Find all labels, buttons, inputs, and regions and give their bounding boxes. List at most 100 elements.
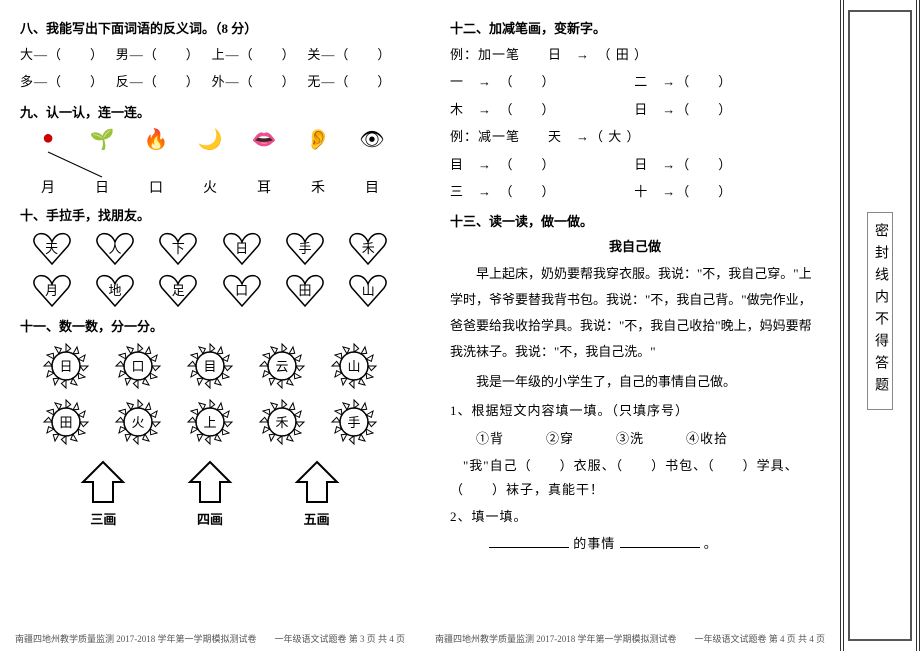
s12-r1: 一 → （ ） 二 →（ ） — [450, 70, 820, 93]
s8-row2: 多—（ ） 反—（ ） 外—（ ） 无—（ ） — [20, 70, 400, 93]
page-container: 八、我能写出下面词语的反义词。（8 分） 大—（ ） 男—（ ） 上—（ ） 关… — [0, 0, 920, 651]
s12-ex1: 例：加一笔 日 → （ 田 ） — [450, 43, 820, 66]
s12-r4b: 十 →（ ） — [634, 184, 732, 199]
blank-label: 的事情 — [573, 536, 615, 551]
s13-q1: 1、根据短文内容填一填。（只填序号） — [450, 399, 820, 422]
s8-row1: 大—（ ） 男—（ ） 上—（ ） 关—（ ） — [20, 43, 400, 66]
binding-sidebar: 密封线内不得答题 — [840, 0, 920, 651]
s9-c6: 目 — [354, 177, 390, 197]
heart-item: 人 — [95, 230, 135, 266]
s12-title: 十二、加减笔画，变新字。 — [450, 18, 820, 37]
fire-icon: 🔥 — [138, 127, 174, 152]
heart-item: 山 — [348, 272, 388, 308]
s11-title: 十一、数一数，分一分。 — [20, 316, 400, 335]
s8-r2-2: 外—（ ） — [212, 74, 290, 89]
s9-chars: 月 日 口 火 耳 禾 目 — [30, 177, 390, 197]
passage-p2: 我是一年级的小学生了，自己的事情自己做。 — [450, 369, 820, 395]
heart-item: 地 — [95, 272, 135, 308]
sun-item: 田 — [41, 397, 91, 447]
sun-item: 禾 — [257, 397, 307, 447]
heart-item: 禾 — [348, 230, 388, 266]
s10-title: 十、手拉手，找朋友。 — [20, 205, 400, 224]
s8-r2-3: 无—（ ） — [307, 74, 391, 89]
s12-r4: 三 → （ ） 十 →（ ） — [450, 180, 820, 203]
s13-fill: "我"自己（ ）衣服、（ ）书包、（ ）学具、（ ）袜子，真能干！ — [450, 454, 820, 501]
s9-c2: 口 — [138, 177, 174, 197]
s12-r4a: 三 → （ ） — [450, 180, 630, 203]
sun-item: 日 — [41, 341, 91, 391]
s10-row2: 月地足口田山 — [20, 272, 400, 308]
sun-icon: ● — [30, 127, 66, 152]
blank-2 — [620, 534, 700, 548]
s12-r3b: 日 →（ ） — [634, 157, 732, 172]
s13-blank: 的事情 。 — [450, 532, 820, 555]
s9-c1: 日 — [84, 177, 120, 197]
s9-c5: 禾 — [300, 177, 336, 197]
heart-item: 日 — [222, 230, 262, 266]
s11-l1: 四画 — [185, 509, 235, 528]
s11-labels: 三画 四画 五画 — [50, 509, 370, 528]
s8-r2-1: 反—（ ） — [116, 74, 194, 89]
s13-opts: ①背 ②穿 ③洗 ④收拾 — [450, 427, 820, 450]
arrow-icon — [292, 457, 342, 507]
passage-title: 我自己做 — [450, 236, 820, 255]
sun-item: 目 — [185, 341, 235, 391]
s12-r1b: 二 →（ ） — [634, 74, 732, 89]
s12-r2a: 木 → （ ） — [450, 98, 630, 121]
sun-item: 手 — [329, 397, 379, 447]
heart-item: 口 — [222, 272, 262, 308]
arrow-icon — [78, 457, 128, 507]
sun-item: 火 — [113, 397, 163, 447]
blank-end: 。 — [704, 536, 718, 551]
s9-icons: ● 🌱 🔥 🌙 👄 👂 👁 — [30, 127, 390, 152]
sun-item: 上 — [185, 397, 235, 447]
plant-icon: 🌱 — [84, 127, 120, 152]
s8-r1-0: 大—（ ） — [20, 47, 98, 62]
sidebar-text: 密封线内不得答题 — [867, 212, 893, 410]
heart-item: 下 — [158, 230, 198, 266]
heart-item: 天 — [32, 230, 72, 266]
s9-c4: 耳 — [246, 177, 282, 197]
arrow-icon — [185, 457, 235, 507]
s11-row1: 日口目云山 — [30, 341, 390, 391]
blank-1 — [489, 534, 569, 548]
s10-row1: 天人下日手禾 — [20, 230, 400, 266]
sidebar-outer: 密封线内不得答题 — [840, 0, 920, 651]
heart-item: 田 — [285, 272, 325, 308]
page-4: 十二、加减笔画，变新字。 例：加一笔 日 → （ 田 ） 一 → （ ） 二 →… — [420, 0, 840, 651]
ear-icon: 👂 — [300, 127, 336, 152]
heart-item: 月 — [32, 272, 72, 308]
s9-title: 九、认一认，连一连。 — [20, 102, 400, 121]
heart-item: 足 — [158, 272, 198, 308]
s8-r2-0: 多—（ ） — [20, 74, 98, 89]
s11-arrows — [50, 457, 370, 507]
s8-r1-1: 男—（ ） — [116, 47, 194, 62]
heart-item: 手 — [285, 230, 325, 266]
s12-r2b: 日 →（ ） — [634, 102, 732, 117]
s12-r3a: 目 → （ ） — [450, 153, 630, 176]
s13-title: 十三、读一读，做一做。 — [450, 211, 820, 230]
s8-r1-2: 上—（ ） — [212, 47, 290, 62]
s13-q2: 2、填一填。 — [450, 505, 820, 528]
s11-l2: 五画 — [292, 509, 342, 528]
sidebar-inner: 密封线内不得答题 — [848, 10, 912, 641]
footer-left: 南疆四地州教学质量监测 2017-2018 学年第一学期模拟测试卷 一年级语文试… — [0, 632, 420, 645]
footer-right: 南疆四地州教学质量监测 2017-2018 学年第一学期模拟测试卷 一年级语文试… — [420, 632, 840, 645]
mouth-icon: 👄 — [246, 127, 282, 152]
page-3: 八、我能写出下面词语的反义词。（8 分） 大—（ ） 男—（ ） 上—（ ） 关… — [0, 0, 420, 651]
sun-item: 云 — [257, 341, 307, 391]
s12-r3: 目 → （ ） 日 →（ ） — [450, 153, 820, 176]
sun-item: 山 — [329, 341, 379, 391]
s8-r1-3: 关—（ ） — [307, 47, 391, 62]
s12-r1a: 一 → （ ） — [450, 70, 630, 93]
s8-title: 八、我能写出下面词语的反义词。（8 分） — [20, 18, 400, 37]
passage-p1: 早上起床，奶奶要帮我穿衣服。我说："不，我自己穿。"上学时，爷爷要替我背书包。我… — [450, 261, 820, 365]
s9-match: ● 🌱 🔥 🌙 👄 👂 👁 月 日 口 火 耳 禾 目 — [20, 127, 400, 197]
s12-r2: 木 → （ ） 日 →（ ） — [450, 98, 820, 121]
moon-icon: 🌙 — [192, 127, 228, 152]
s11-l0: 三画 — [78, 509, 128, 528]
sun-item: 口 — [113, 341, 163, 391]
eye-icon: 👁 — [354, 127, 390, 152]
s9-c3: 火 — [192, 177, 228, 197]
s12-ex2: 例：减一笔 天 →（ 大 ） — [450, 125, 820, 148]
